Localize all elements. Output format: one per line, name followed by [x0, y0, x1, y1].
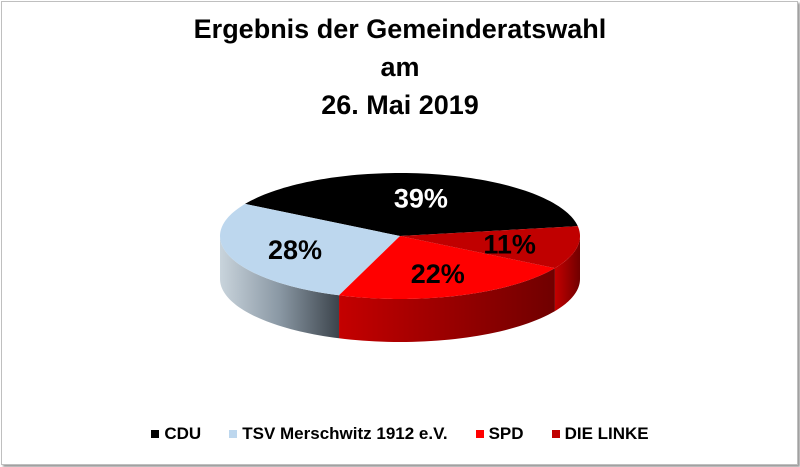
legend-swatch: [551, 430, 560, 438]
pie-side-spd: [339, 268, 555, 342]
legend-item: SPD: [475, 424, 524, 444]
chart-title-line-1: Ergebnis der Gemeinderatswahl: [193, 14, 607, 44]
data-label-tsv-merschwitz-1912-e-v-: 28%: [268, 235, 322, 265]
legend-swatch: [151, 430, 160, 438]
pie-slice-cdu: [245, 173, 578, 236]
legend-label: TSV Merschwitz 1912 e.V.: [242, 424, 448, 443]
pie-slice-spd: [339, 236, 555, 299]
legend: CDU TSV Merschwitz 1912 e.V. SPD DIE LINKE: [0, 424, 800, 444]
data-label-die-linke: 11%: [483, 229, 536, 259]
pie-slice-tsv-merschwitz-1912-e-v-: [220, 203, 400, 296]
legend-item: CDU: [151, 424, 201, 444]
legend-item: DIE LINKE: [551, 424, 649, 444]
legend-label: DIE LINKE: [564, 424, 649, 443]
chart-title-line-3: 26. Mai 2019: [321, 90, 479, 120]
pie-side-die-linke: [554, 236, 580, 312]
data-label-spd: 22%: [411, 259, 465, 289]
legend-item: TSV Merschwitz 1912 e.V.: [229, 424, 448, 444]
chart-title-line-2: am: [380, 52, 420, 82]
legend-label: CDU: [164, 424, 202, 443]
pie-side-tsv-merschwitz-1912-e-v-: [220, 236, 340, 339]
legend-swatch: [229, 430, 238, 438]
legend-swatch: [475, 430, 484, 438]
data-label-cdu: 39%: [394, 184, 448, 214]
pie-slice-die-linke: [400, 226, 580, 269]
legend-label: SPD: [488, 424, 524, 443]
